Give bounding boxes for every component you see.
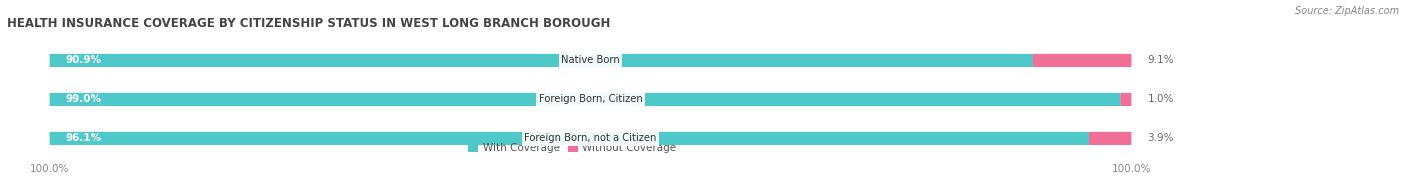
FancyBboxPatch shape <box>49 132 1090 145</box>
Text: 3.9%: 3.9% <box>1147 133 1174 144</box>
FancyBboxPatch shape <box>49 54 1132 67</box>
Legend: With Coverage, Without Coverage: With Coverage, Without Coverage <box>464 139 681 157</box>
Text: HEALTH INSURANCE COVERAGE BY CITIZENSHIP STATUS IN WEST LONG BRANCH BOROUGH: HEALTH INSURANCE COVERAGE BY CITIZENSHIP… <box>7 17 610 30</box>
Text: 9.1%: 9.1% <box>1147 55 1174 66</box>
Text: Source: ZipAtlas.com: Source: ZipAtlas.com <box>1295 6 1399 16</box>
FancyBboxPatch shape <box>49 93 1132 106</box>
FancyBboxPatch shape <box>1121 93 1132 106</box>
FancyBboxPatch shape <box>1090 132 1132 145</box>
Text: Foreign Born, Citizen: Foreign Born, Citizen <box>538 94 643 105</box>
FancyBboxPatch shape <box>49 132 1132 145</box>
Text: Foreign Born, not a Citizen: Foreign Born, not a Citizen <box>524 133 657 144</box>
Text: 1.0%: 1.0% <box>1147 94 1174 105</box>
Text: 90.9%: 90.9% <box>66 55 103 66</box>
Text: 96.1%: 96.1% <box>66 133 103 144</box>
FancyBboxPatch shape <box>1033 54 1132 67</box>
FancyBboxPatch shape <box>49 54 1033 67</box>
Text: 99.0%: 99.0% <box>66 94 103 105</box>
Text: Native Born: Native Born <box>561 55 620 66</box>
FancyBboxPatch shape <box>49 93 1121 106</box>
